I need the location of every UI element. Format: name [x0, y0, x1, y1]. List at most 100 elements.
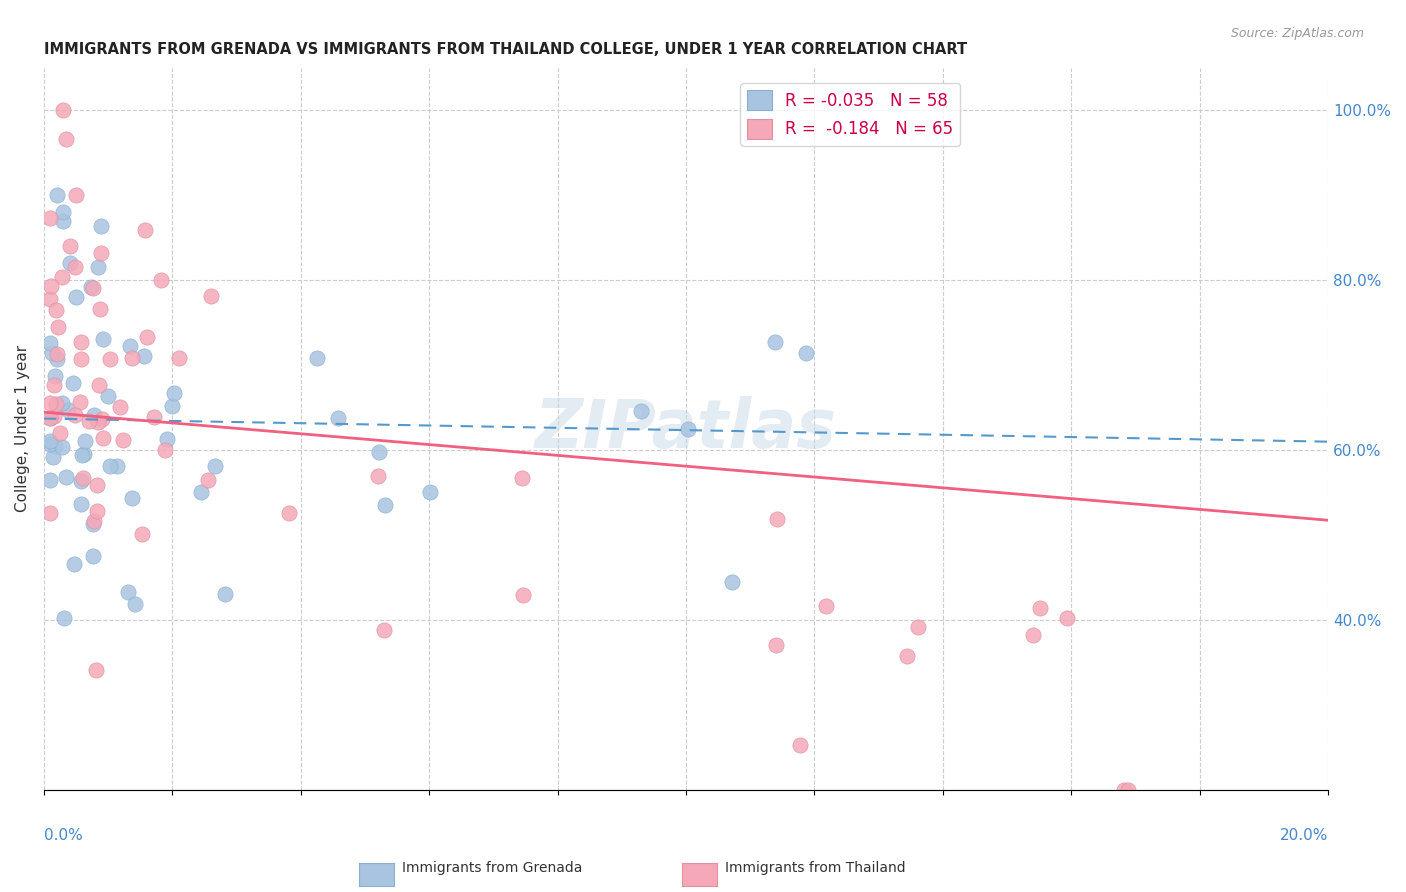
Point — [44, 409, 66, 423]
Point — [510, 471, 533, 485]
Point — [121, 351, 143, 365]
Text: ZIPatlas: ZIPatlas — [536, 396, 837, 462]
Point — [763, 335, 786, 350]
Point — [156, 432, 179, 446]
Text: 20.0%: 20.0% — [1279, 828, 1329, 843]
Point — [52, 610, 75, 624]
Point — [142, 410, 165, 425]
Legend: R = -0.035   N = 58, R =  -0.184   N = 65: R = -0.035 N = 58, R = -0.184 N = 65 — [741, 83, 960, 145]
Point — [80, 280, 103, 294]
Text: Source: ZipAtlas.com: Source: ZipAtlas.com — [1230, 27, 1364, 40]
Point — [82, 549, 104, 564]
Point — [39, 506, 62, 520]
Point — [55, 470, 77, 484]
Point — [69, 335, 91, 350]
Point — [82, 280, 104, 294]
Point — [419, 485, 441, 500]
Point — [131, 526, 153, 541]
Point — [52, 213, 75, 227]
Point — [51, 440, 73, 454]
Point — [167, 351, 190, 365]
Point — [72, 471, 94, 485]
Point — [63, 558, 86, 572]
Point — [1112, 783, 1135, 797]
Point — [153, 442, 176, 457]
Point — [1116, 783, 1139, 797]
Point — [39, 279, 62, 293]
Y-axis label: College, Under 1 year: College, Under 1 year — [15, 345, 30, 512]
Point — [277, 506, 299, 520]
Point — [58, 256, 80, 270]
Point — [58, 239, 80, 253]
Text: IMMIGRANTS FROM GRENADA VS IMMIGRANTS FROM THAILAND COLLEGE, UNDER 1 YEAR CORREL: IMMIGRANTS FROM GRENADA VS IMMIGRANTS FR… — [44, 42, 967, 57]
Point — [794, 346, 817, 360]
Point — [105, 458, 128, 473]
Point — [70, 448, 93, 462]
Point — [46, 347, 69, 361]
Point — [373, 623, 395, 637]
Point — [82, 517, 104, 532]
Point — [124, 597, 146, 611]
Point — [52, 205, 75, 219]
Point — [766, 512, 789, 526]
Point — [149, 273, 172, 287]
Point — [136, 330, 159, 344]
Point — [45, 188, 67, 202]
Point — [62, 376, 84, 391]
Point — [108, 400, 131, 414]
Point — [91, 432, 114, 446]
Point — [132, 349, 155, 363]
Point — [121, 491, 143, 506]
Point — [86, 478, 108, 492]
Point — [52, 103, 75, 117]
Point — [91, 412, 114, 426]
Point — [49, 425, 72, 440]
Point — [89, 301, 111, 316]
Point — [100, 352, 122, 367]
Point — [39, 410, 62, 425]
Point — [46, 351, 69, 366]
Point — [97, 389, 120, 403]
Point — [326, 411, 349, 425]
Point — [87, 377, 110, 392]
Point — [39, 293, 62, 307]
Text: 0.0%: 0.0% — [44, 828, 83, 843]
Point — [117, 585, 139, 599]
Point — [39, 473, 62, 487]
Point — [91, 332, 114, 346]
Point — [118, 338, 141, 352]
Point — [86, 504, 108, 518]
Point — [907, 620, 929, 634]
Point — [630, 404, 652, 418]
Point — [214, 586, 236, 600]
Point — [46, 320, 69, 334]
Point — [79, 414, 101, 428]
Point — [69, 474, 91, 488]
Point — [39, 396, 62, 410]
Point — [83, 408, 105, 422]
Text: Immigrants from Thailand: Immigrants from Thailand — [725, 862, 905, 875]
Point — [69, 395, 91, 409]
Point — [83, 514, 105, 528]
Point — [86, 415, 108, 429]
Point — [1056, 611, 1078, 625]
Text: Immigrants from Grenada: Immigrants from Grenada — [402, 862, 582, 875]
Point — [721, 574, 744, 589]
Point — [112, 433, 135, 447]
Point — [1028, 601, 1050, 615]
Point — [44, 439, 66, 453]
Point — [374, 498, 396, 512]
Point — [789, 739, 811, 753]
Point — [42, 450, 65, 464]
Point — [51, 396, 73, 410]
Point — [55, 131, 77, 145]
Point — [63, 260, 86, 274]
Point — [368, 445, 391, 459]
Point — [45, 302, 67, 317]
Point — [765, 638, 787, 652]
Point — [200, 289, 222, 303]
Point — [204, 458, 226, 473]
Point — [41, 346, 63, 360]
Point — [70, 352, 93, 367]
Point — [39, 211, 62, 225]
